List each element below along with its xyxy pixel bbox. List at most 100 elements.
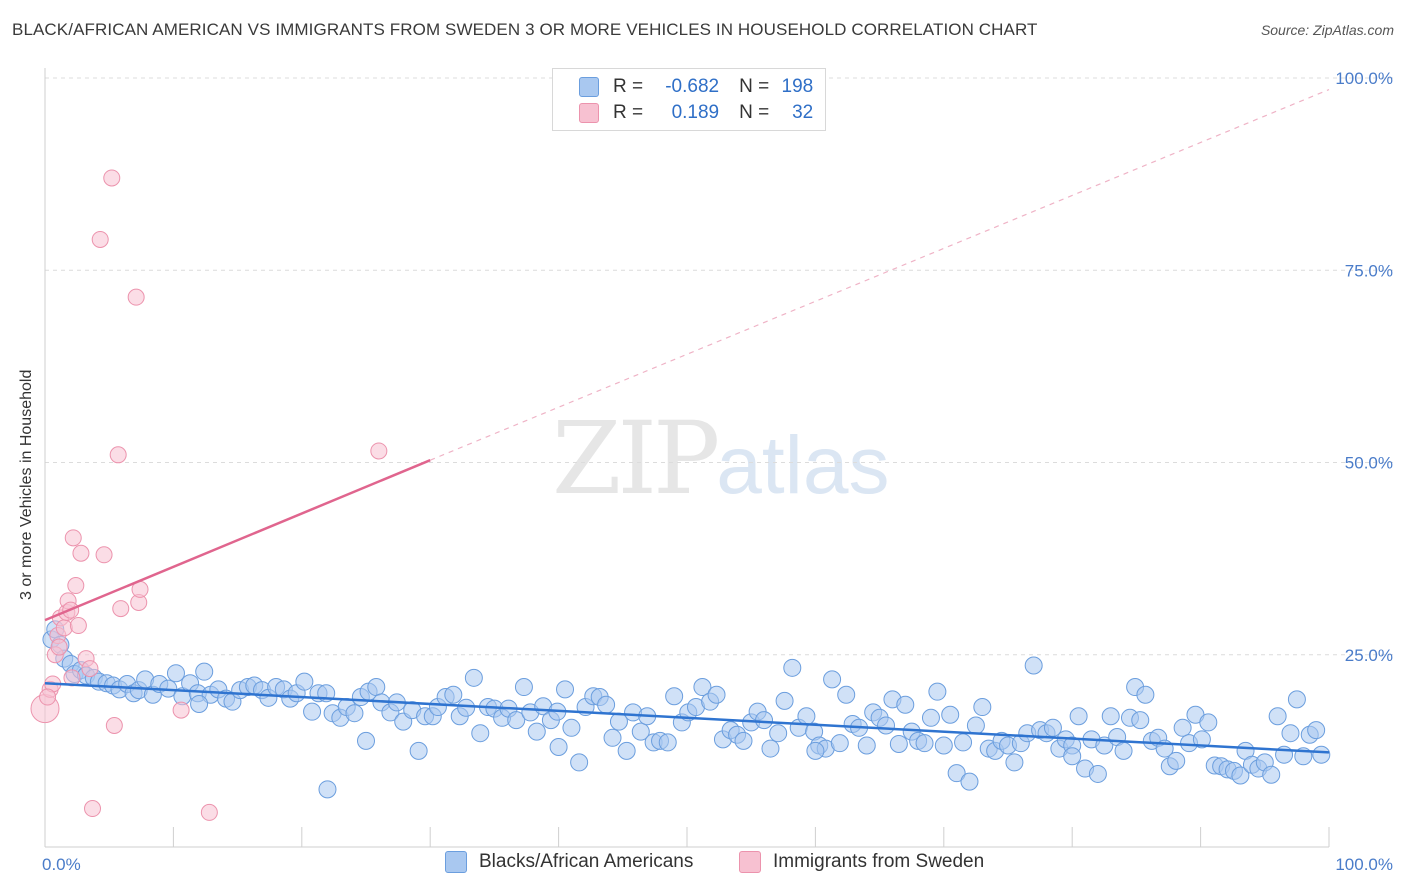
blue-point — [1192, 730, 1211, 749]
y-tick-label: 75.0% — [1345, 261, 1393, 280]
tick-labels: 25.0% 50.0% 75.0% 100.0% 0.0% 100.0% — [42, 69, 1393, 874]
legend-r-value-pink: 0.189 — [671, 102, 720, 123]
blue-point — [1167, 751, 1186, 770]
blue-point — [830, 734, 849, 753]
blue-point — [823, 670, 842, 689]
blue-point — [1281, 724, 1300, 743]
pink-point — [200, 803, 218, 821]
blue-point — [1101, 707, 1120, 726]
pink-point — [91, 230, 109, 248]
blue-trend-line — [44, 681, 1330, 754]
pink-point — [50, 638, 68, 656]
blue-point — [960, 772, 979, 791]
legend-n-value-pink: 32 — [792, 102, 814, 123]
blue-point — [934, 736, 953, 755]
blue-point — [665, 687, 684, 706]
bottom-legend-label-blue: Blacks/African Americans — [479, 851, 694, 872]
pink-point — [81, 660, 99, 678]
legend-r-label: R = — [613, 102, 644, 123]
blue-point — [1268, 707, 1287, 726]
pink-point — [105, 716, 123, 734]
blue-point — [1199, 713, 1218, 732]
blue-point — [693, 678, 712, 697]
bottom-legend-swatch-pink — [739, 851, 761, 873]
pink-point — [55, 619, 73, 637]
blue-point — [527, 722, 546, 741]
watermark: ZIPatlas — [552, 400, 890, 517]
blue-point — [367, 678, 386, 697]
blue-point — [755, 711, 774, 730]
blue-point — [921, 708, 940, 727]
blue-point — [303, 702, 322, 721]
blue-point — [357, 731, 375, 750]
pink-point — [39, 688, 57, 706]
blue-point — [896, 695, 915, 714]
pink-trend-line-projection — [429, 88, 1330, 461]
blue-point — [1173, 718, 1192, 737]
legend-swatch-blue — [579, 77, 599, 97]
watermark-atlas: atlas — [716, 420, 890, 511]
blue-point — [549, 738, 568, 757]
blue-point — [889, 734, 908, 753]
legend-n-value-blue: 198 — [781, 76, 814, 97]
blue-point — [1024, 656, 1043, 675]
pink-point — [84, 800, 102, 818]
blue-point — [570, 753, 589, 772]
correlation-legend: R = -0.682 N = 198 R = 0.189 N = 32 — [552, 68, 826, 131]
legend-n-label: N = — [739, 102, 770, 123]
legend-r-label: R = — [613, 76, 644, 97]
pink-point — [72, 544, 90, 562]
bottom-legend-label-pink: Immigrants from Sweden — [773, 851, 985, 872]
blue-point — [1131, 711, 1150, 730]
y-tick-label: 100.0% — [1335, 69, 1393, 88]
blue-point — [1312, 745, 1331, 764]
blue-point — [769, 724, 788, 743]
blue-point — [783, 658, 802, 677]
blue-point — [1063, 747, 1082, 766]
blue-point — [631, 722, 650, 741]
blue-point — [806, 741, 825, 760]
legend-row-pink: R = 0.189 N = 32 — [579, 101, 813, 125]
y-tick-label: 50.0% — [1345, 454, 1393, 473]
source-label: Source: ZipAtlas.com — [1260, 22, 1394, 38]
pink-point — [112, 600, 130, 618]
blue-point — [1307, 721, 1326, 740]
blue-point — [556, 680, 575, 699]
blue-point — [1262, 765, 1281, 784]
blue-point — [471, 724, 490, 743]
pink-point — [95, 546, 113, 564]
blue-series-points — [42, 620, 1331, 799]
blue-point — [190, 694, 209, 713]
blue-point — [877, 716, 896, 735]
pink-point — [67, 577, 85, 595]
blue-point — [1287, 690, 1306, 709]
bottom-legend-blue: Blacks/African Americans — [445, 851, 693, 873]
blue-point — [345, 704, 364, 723]
blue-point — [318, 780, 337, 799]
pink-point — [370, 442, 388, 460]
blue-point — [597, 695, 616, 714]
grid-lines — [45, 77, 1393, 656]
trend-lines — [44, 88, 1330, 754]
blue-point — [444, 685, 463, 704]
blue-point — [954, 733, 973, 752]
bottom-legend-pink: Immigrants from Sweden — [739, 851, 984, 873]
blue-point — [928, 682, 947, 701]
blue-point — [1114, 741, 1133, 760]
blue-point — [295, 672, 314, 691]
blue-point — [761, 739, 780, 758]
legend-n-label: N = — [739, 76, 770, 97]
blue-point — [514, 678, 533, 697]
chart-title: BLACK/AFRICAN AMERICAN VS IMMIGRANTS FRO… — [12, 20, 1038, 39]
blue-point — [941, 705, 960, 724]
blue-point — [457, 698, 476, 717]
pink-point — [109, 446, 127, 464]
blue-point — [507, 711, 526, 730]
blue-point — [617, 741, 636, 760]
blue-point — [195, 662, 214, 681]
legend-r-value-blue: -0.682 — [665, 76, 720, 97]
bottom-legend-swatch-blue — [445, 851, 467, 873]
blue-point — [1005, 753, 1024, 772]
pink-point — [127, 288, 145, 306]
blue-point — [966, 716, 985, 735]
